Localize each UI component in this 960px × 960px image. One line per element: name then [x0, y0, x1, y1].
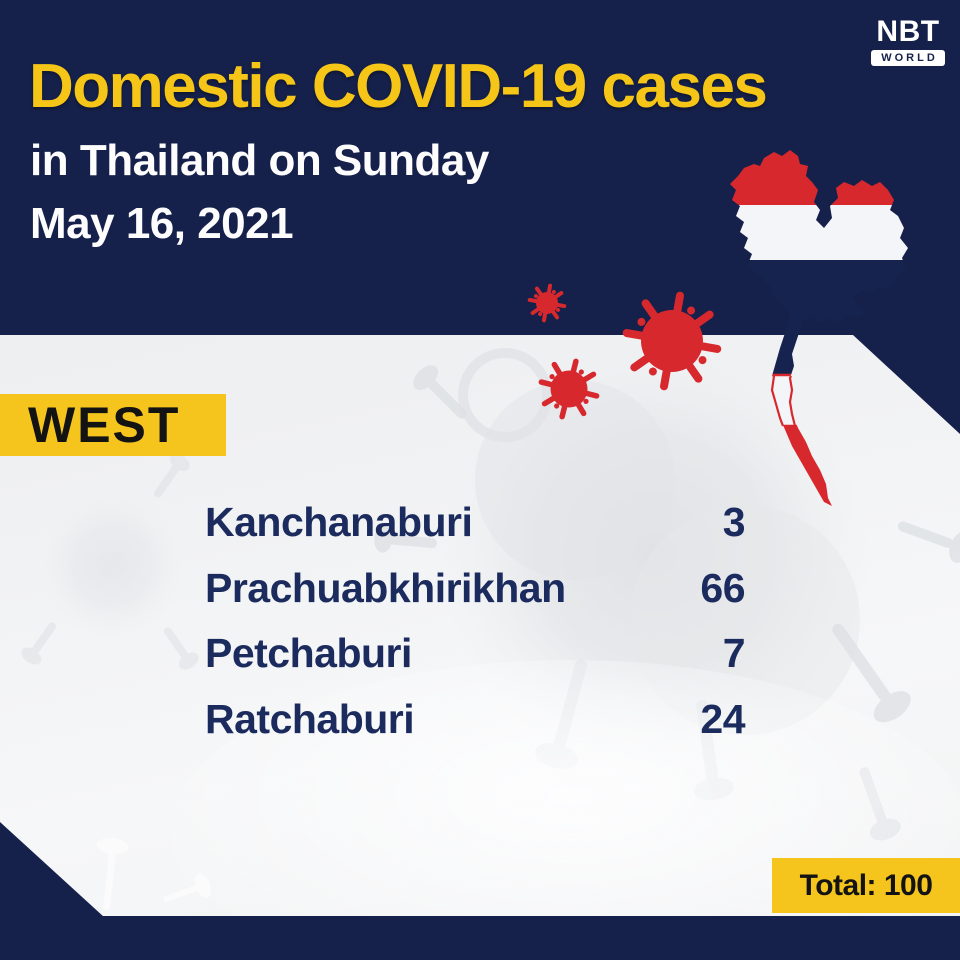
province-table: Kanchanaburi 3 Prachuabkhirikhan 66 Petc… — [205, 499, 746, 763]
page-title: Domestic COVID-19 cases — [29, 52, 768, 121]
logo-nbt-text: NBT — [876, 15, 940, 48]
bottom-strip — [0, 916, 960, 960]
province-cases: 7 — [722, 630, 746, 676]
logo-world-badge: WORLD — [871, 50, 945, 66]
province-name: Ratchaburi — [205, 695, 415, 742]
province-cases: 3 — [722, 499, 746, 545]
province-cases: 24 — [700, 695, 745, 742]
total-badge: Total: 100 — [772, 858, 960, 913]
table-row: Kanchanaburi 3 — [205, 499, 746, 545]
subtitle-line2: May 16, 2021 — [30, 199, 294, 248]
region-label-west: WEST — [0, 394, 226, 456]
nbt-world-logo: NBT WORLD — [871, 17, 945, 66]
province-name: Kanchanaburi — [205, 499, 473, 545]
table-row: Prachuabkhirikhan 66 — [205, 567, 745, 609]
table-row: Petchaburi 7 — [205, 630, 746, 676]
subtitle-line1: in Thailand on Sunday — [30, 136, 489, 185]
thailand-flag-map — [730, 150, 908, 506]
table-row: Ratchaburi 24 — [205, 698, 745, 740]
province-name: Petchaburi — [205, 630, 412, 676]
province-name: Prachuabkhirikhan — [205, 564, 566, 611]
province-cases: 66 — [700, 564, 745, 611]
